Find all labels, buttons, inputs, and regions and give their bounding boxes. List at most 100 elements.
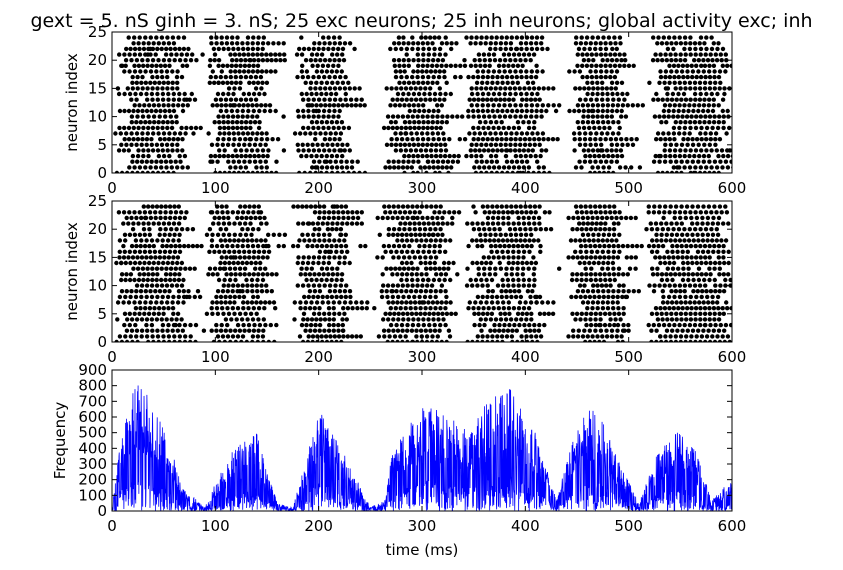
spike-dot (659, 232, 664, 237)
spike-dot (242, 159, 247, 164)
spike-dot (533, 227, 538, 232)
spike-dot (135, 339, 140, 342)
spike-dot (513, 204, 519, 209)
spike-dot (420, 215, 425, 221)
spike-dot (497, 328, 502, 333)
spike-dot (586, 108, 591, 114)
spike-dot (148, 255, 154, 260)
y-tick-label: 500 (78, 424, 107, 442)
spike-dot (332, 97, 338, 102)
spike-dot (661, 131, 666, 136)
spike-dot (130, 153, 136, 159)
spike-dot (393, 148, 399, 153)
spike-dot (172, 58, 177, 63)
spike-dot (430, 41, 435, 46)
spike-dot (670, 266, 676, 271)
spike-dot (235, 260, 241, 266)
spike-dot (600, 300, 606, 305)
spike-dot (721, 221, 726, 226)
spike-dot (127, 232, 133, 237)
spike-dot (166, 41, 172, 46)
spike-dot (414, 131, 419, 136)
spike-dot (223, 300, 228, 305)
spike-dot (232, 52, 238, 57)
spike-dot (406, 41, 411, 46)
spike-dot (155, 328, 160, 333)
spike-dot (249, 277, 255, 283)
spike-dot (526, 266, 531, 271)
spike-dot (510, 339, 515, 342)
spike-dot (579, 35, 584, 40)
spike-dot (462, 58, 467, 63)
spike-dot (506, 300, 511, 305)
spike-dot (494, 294, 500, 300)
spike-dot (326, 249, 331, 254)
spike-dot (723, 322, 729, 328)
spike-dot (340, 322, 345, 328)
spike-dot (341, 125, 346, 131)
spike-dot (396, 317, 401, 322)
spike-dot (522, 86, 527, 91)
spike-dot (486, 52, 492, 57)
spike-dot (531, 86, 537, 91)
spike-dot (386, 227, 392, 232)
spike-dot (144, 238, 149, 243)
spike-dot (524, 103, 529, 108)
spike-dot (116, 210, 122, 215)
spike-dot (226, 153, 231, 159)
spike-dot (342, 260, 347, 266)
spike-dot (494, 204, 500, 209)
spike-dot (180, 63, 185, 68)
spike-dot (604, 328, 609, 333)
spike-dot (134, 120, 139, 125)
spike-dot (613, 86, 618, 91)
spike-dot (336, 46, 341, 52)
spike-dot (322, 41, 327, 46)
spike-dot (506, 125, 511, 131)
spike-dot (345, 210, 350, 215)
spike-dot (508, 114, 513, 119)
spike-dot (494, 35, 499, 40)
spike-dot (668, 272, 673, 277)
spike-dot (423, 97, 428, 102)
spike-dot (174, 283, 180, 288)
activity-line (112, 385, 732, 511)
spike-dot (416, 120, 422, 125)
spike-dot (491, 255, 496, 260)
spike-dot (149, 283, 155, 288)
spike-dot (231, 260, 236, 266)
spike-dot (591, 238, 596, 243)
spike-dot (593, 328, 598, 333)
spike-dot (569, 277, 575, 283)
spike-dot (119, 272, 125, 277)
spike-dot (235, 108, 240, 114)
spike-dot (693, 243, 698, 249)
spike-dot (410, 204, 415, 209)
spike-dot (420, 300, 425, 305)
spike-dot (674, 317, 679, 322)
spike-dot (236, 170, 241, 173)
spike-dot (332, 238, 337, 243)
spike-dot (139, 317, 145, 322)
spike-dot (168, 266, 174, 271)
spike-dot (183, 131, 188, 136)
spike-dot (151, 311, 157, 316)
spike-dot (631, 289, 636, 294)
spike-dot (425, 114, 430, 119)
spike-dot (271, 41, 276, 46)
spike-dot (704, 46, 709, 52)
spike-dot (490, 108, 495, 114)
spike-dot (426, 52, 431, 57)
spike-dot (359, 221, 364, 226)
spike-dot (537, 294, 543, 300)
spike-dot (303, 80, 308, 86)
spike-dot (404, 74, 409, 80)
spike-dot (314, 103, 319, 108)
spike-dot (405, 249, 410, 254)
spike-dot (314, 120, 320, 125)
spike-dot (421, 108, 427, 114)
spike-dot (342, 255, 347, 260)
spike-dot (241, 131, 246, 136)
spike-dot (421, 322, 426, 328)
spike-dot (186, 46, 191, 52)
